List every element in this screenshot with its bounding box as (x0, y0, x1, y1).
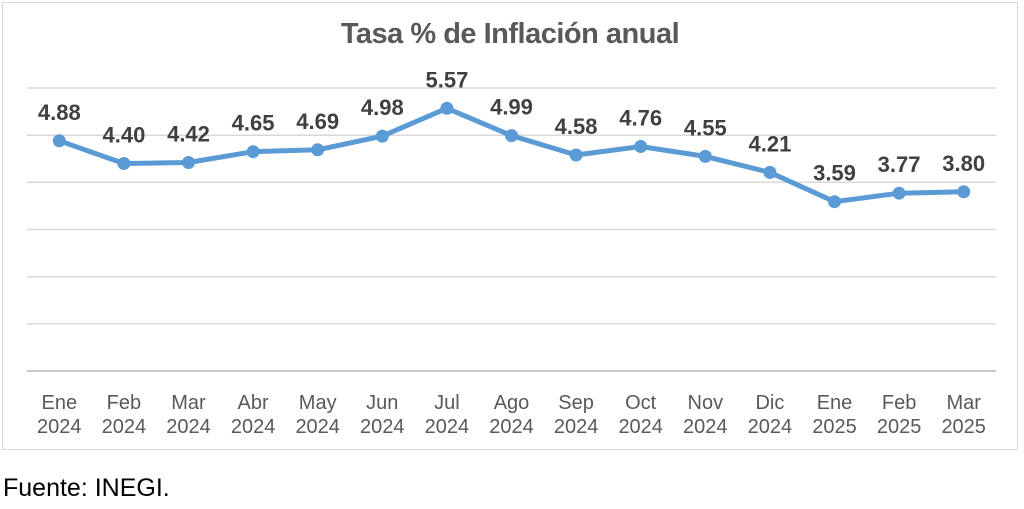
data-point-marker (182, 156, 195, 169)
data-point-marker (440, 101, 454, 115)
data-point-marker (828, 195, 841, 209)
data-label: 3.59 (813, 161, 856, 186)
data-point-marker (957, 185, 971, 199)
x-axis-tick-label: Ene 2025 (812, 392, 857, 438)
data-point-marker (311, 143, 325, 157)
x-axis-tick-label: Feb 2024 (102, 392, 147, 438)
data-label: 4.21 (748, 131, 791, 156)
data-label: 3.77 (878, 152, 921, 177)
x-axis-tick-label: Abr 2024 (231, 392, 276, 438)
data-point-marker (246, 145, 260, 159)
chart-frame: 4.88 Ene 2024 4.40 Feb 2024 4.42 Mar 2024 4.65 Abr… (2, 2, 1018, 450)
data-label: 4.65 (232, 111, 275, 136)
source-note: Fuente: INEGI. (3, 474, 170, 502)
data-point-marker (763, 165, 777, 179)
data-point-marker (375, 129, 389, 143)
data-label: 4.40 (102, 123, 145, 148)
data-label: 4.58 (555, 114, 598, 139)
data-point-marker (505, 129, 518, 143)
x-axis-tick-label: Ago 2024 (489, 392, 534, 438)
x-axis-tick-label: Dic 2024 (748, 392, 793, 438)
data-label: 4.76 (619, 106, 662, 131)
x-axis-tick-label: Nov 2024 (683, 392, 728, 438)
data-label: 4.99 (490, 95, 533, 120)
data-label: 3.80 (942, 151, 985, 176)
data-label: 5.57 (425, 67, 468, 92)
data-label: 4.98 (361, 95, 404, 120)
x-axis-tick-label: Oct 2024 (618, 392, 663, 438)
x-axis-tick-label: May 2024 (295, 392, 340, 438)
x-axis-tick-label: Ene 2024 (37, 392, 82, 438)
data-point-marker (569, 148, 583, 162)
x-axis-tick-label: Mar 2024 (166, 392, 211, 438)
x-axis-tick-label: Jun 2024 (360, 392, 405, 438)
data-label: 4.55 (684, 115, 727, 140)
data-label: 4.69 (296, 109, 339, 134)
x-axis-tick-label: Jul 2024 (425, 392, 470, 438)
x-axis-tick-label: Feb 2025 (877, 392, 922, 438)
inflation-line-chart: 4.88 Ene 2024 4.40 Feb 2024 4.42 Mar 2024 4.65 Abr… (27, 67, 996, 438)
x-axis-tick-label: Mar 2025 (941, 392, 986, 438)
data-point-marker (117, 157, 131, 170)
data-point-marker (52, 134, 66, 148)
data-label: 4.42 (167, 122, 210, 147)
data-point-marker (892, 186, 906, 200)
x-axis-tick-label: Sep 2024 (554, 392, 599, 438)
data-point-marker (634, 140, 648, 153)
chart-title: Tasa % de Inflación anual (340, 18, 680, 50)
data-label: 4.88 (38, 100, 81, 125)
data-point-marker (698, 149, 712, 163)
